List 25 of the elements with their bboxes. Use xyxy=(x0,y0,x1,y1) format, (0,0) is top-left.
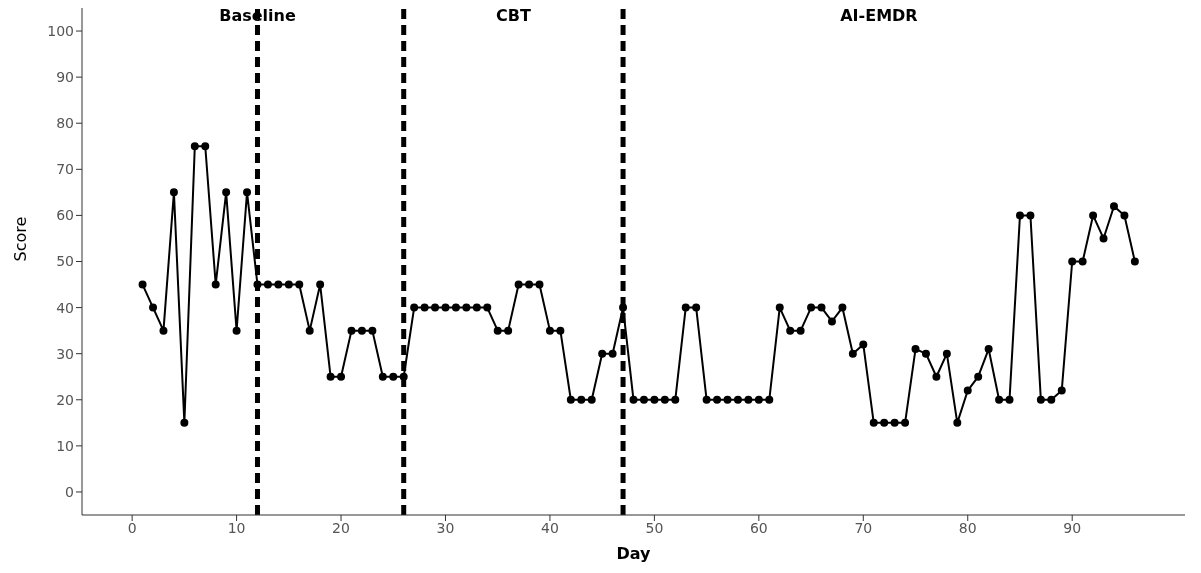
x-tick-label: 60 xyxy=(749,519,768,536)
x-tick-label: 90 xyxy=(1063,519,1082,536)
x-tick-label: 40 xyxy=(541,519,559,536)
x-tick-label: 50 xyxy=(645,519,664,536)
y-axis-title: Score xyxy=(10,216,30,262)
y-tick-label: 30 xyxy=(56,345,74,362)
x-tick-label: 20 xyxy=(332,519,350,536)
y-tick-label: 0 xyxy=(65,483,74,500)
annotation: AI-EMDR xyxy=(840,6,918,26)
x-tick-label: 10 xyxy=(227,519,246,536)
x-tick-label: 80 xyxy=(958,519,977,536)
y-tick-label: 50 xyxy=(56,253,74,270)
y-tick-label: 90 xyxy=(56,69,74,86)
x-tick-label: 70 xyxy=(854,519,873,536)
annotation: CBT xyxy=(495,6,531,26)
y-tick-label: 100 xyxy=(47,23,74,40)
y-tick-label: 40 xyxy=(56,299,74,316)
y-tick-label: 80 xyxy=(56,115,74,132)
x-axis-title: Day xyxy=(616,544,652,563)
x-tick-label: 0 xyxy=(127,519,137,536)
y-tick-label: 70 xyxy=(56,161,74,178)
y-tick-label: 20 xyxy=(56,391,74,408)
y-tick-label: 10 xyxy=(56,437,74,454)
y-tick-label: 60 xyxy=(56,207,74,224)
x-tick-label: 30 xyxy=(436,519,455,536)
